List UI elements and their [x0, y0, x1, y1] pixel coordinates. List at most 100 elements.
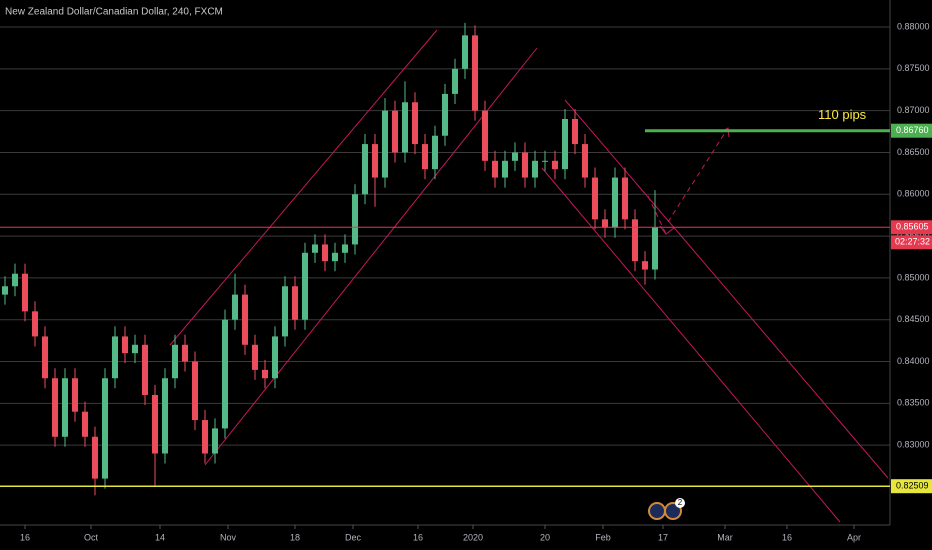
- candle-body: [562, 118, 568, 170]
- x-tick-label: Mar: [717, 532, 733, 542]
- candle-body: [392, 110, 398, 153]
- x-tick-label: 2020: [463, 532, 483, 542]
- candle-body: [192, 361, 198, 421]
- candle-body: [12, 273, 18, 287]
- candle-body: [272, 336, 278, 379]
- candle-body: [212, 428, 218, 454]
- candle-body: [572, 118, 578, 145]
- candle-body: [122, 336, 128, 354]
- candle-body: [292, 286, 298, 320]
- candle-body: [52, 378, 58, 437]
- candle-body: [172, 344, 178, 379]
- candle-body: [262, 369, 268, 379]
- event-icon[interactable]: [648, 502, 666, 520]
- event-badge: 2: [678, 498, 683, 507]
- candle-body: [252, 344, 258, 370]
- y-tick-label: 0.83500: [897, 398, 930, 408]
- x-tick-label: Apr: [847, 532, 861, 542]
- x-tick-label: Dec: [345, 532, 362, 542]
- candle-body: [582, 144, 588, 178]
- candle-body: [342, 244, 348, 253]
- price-label-box: [891, 479, 932, 494]
- channel-line: [169, 29, 438, 346]
- candle-body: [322, 244, 328, 262]
- channel-line: [564, 99, 889, 479]
- candle-body: [232, 294, 238, 320]
- candle-body: [652, 227, 658, 270]
- candle-body: [72, 378, 78, 412]
- candle-body: [282, 286, 288, 337]
- y-tick-label: 0.83000: [897, 440, 930, 450]
- drawings: [169, 29, 889, 523]
- x-tick-label: 14: [155, 532, 165, 542]
- candle-body: [82, 411, 88, 437]
- candle-body: [362, 144, 368, 195]
- candle-body: [442, 93, 448, 136]
- candle-body: [482, 110, 488, 161]
- candle-body: [462, 35, 468, 69]
- candle-body: [302, 252, 308, 320]
- y-tick-label: 0.84000: [897, 356, 930, 366]
- candle-body: [352, 194, 358, 245]
- candle-body: [102, 378, 108, 479]
- candle-body: [612, 177, 618, 228]
- candle-body: [532, 160, 538, 178]
- price-label-box: [891, 123, 932, 138]
- forecast-line: [667, 127, 729, 223]
- candle-body: [22, 273, 28, 312]
- level-label: 0.82509: [896, 481, 929, 491]
- x-tick-label: 17: [658, 532, 668, 542]
- countdown: 02:27:32: [895, 237, 930, 247]
- candle-body: [42, 336, 48, 379]
- y-tick-label: 0.86500: [897, 147, 930, 157]
- y-tick-label: 0.88000: [897, 21, 930, 31]
- candle-body: [452, 68, 458, 94]
- candle-body: [642, 261, 648, 270]
- candle-body: [602, 219, 608, 228]
- y-tick-label: 0.84500: [897, 314, 930, 324]
- candle-body: [62, 378, 68, 437]
- countdown-box: [891, 235, 932, 250]
- candle-body: [202, 420, 208, 454]
- y-tick-label: 0.87000: [897, 105, 930, 115]
- candle-body: [162, 378, 168, 454]
- x-tick-label: 16: [413, 532, 423, 542]
- x-tick-label: 18: [290, 532, 300, 542]
- candle-body: [502, 160, 508, 178]
- candle-body: [372, 144, 378, 178]
- y-tick-label: 0.85000: [897, 272, 930, 282]
- candle-body: [542, 160, 548, 162]
- x-tick-label: 16: [20, 532, 30, 542]
- price-label-box: [891, 220, 932, 235]
- candle-body: [152, 394, 158, 454]
- candle-body: [92, 436, 98, 479]
- candle-body: [422, 144, 428, 170]
- plot-area: [2, 22, 658, 496]
- candle-body: [2, 286, 8, 295]
- candle-body: [142, 344, 148, 395]
- candle-body: [312, 244, 318, 253]
- x-tick-label: 20: [540, 532, 550, 542]
- candle-body: [242, 294, 248, 345]
- candle-body: [432, 135, 438, 170]
- x-tick-label: 16: [782, 532, 792, 542]
- annotation: 110 pips: [818, 107, 867, 122]
- candle-body: [472, 35, 478, 111]
- x-tick-label: Nov: [220, 532, 237, 542]
- candle-body: [622, 177, 628, 220]
- last-price-label: 0.85605: [896, 222, 929, 232]
- candle-body: [32, 311, 38, 337]
- x-tick-label: Feb: [595, 532, 611, 542]
- candle-body: [552, 160, 558, 170]
- level-label: 0.86760: [896, 125, 929, 135]
- forecast-line: [647, 195, 667, 235]
- x-tick-label: Oct: [84, 532, 99, 542]
- candle-body: [632, 219, 638, 262]
- candle-body: [402, 102, 408, 153]
- candle-body: [132, 344, 138, 354]
- arrow-head: [659, 225, 675, 235]
- y-tick-label: 0.87500: [897, 63, 930, 73]
- candle-body: [412, 102, 418, 145]
